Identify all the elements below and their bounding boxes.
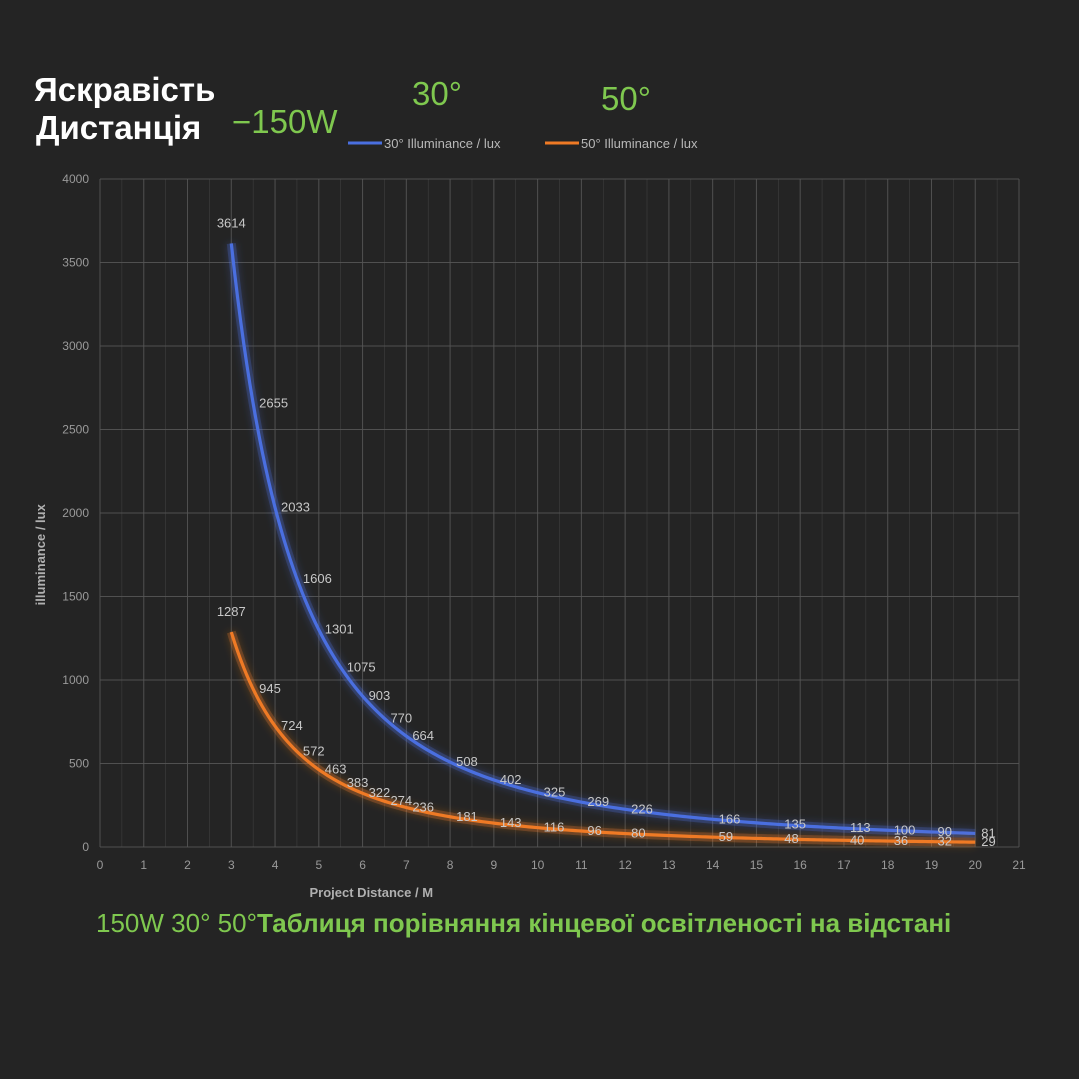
x-tick-label: 15 (750, 858, 764, 872)
data-label: 2655 (259, 396, 288, 411)
data-label: 383 (347, 775, 369, 790)
x-tick-label: 9 (491, 858, 498, 872)
data-label: 463 (325, 762, 347, 777)
y-axis-title: illuminance / lux (33, 503, 48, 605)
data-label: 1287 (217, 604, 246, 619)
x-tick-label: 21 (1012, 858, 1026, 872)
data-label: 1301 (325, 622, 354, 637)
y-tick-label: 0 (82, 840, 89, 854)
legend-label: 30° Illuminance / lux (384, 136, 501, 151)
x-tick-label: 18 (881, 858, 895, 872)
caption-title: Таблиця порівняння кінцевої освітленості… (257, 908, 952, 938)
series-line-50 (229, 631, 976, 844)
x-tick-label: 3 (228, 858, 235, 872)
data-label: 81 (981, 825, 995, 840)
data-label: 226 (631, 801, 653, 816)
data-label: 664 (412, 728, 434, 743)
legend: 30° Illuminance / lux 50° Illuminance / l… (348, 136, 698, 151)
x-tick-label: 14 (706, 858, 720, 872)
data-label: 2033 (281, 499, 310, 514)
x-tick-label: 10 (531, 858, 545, 872)
x-tick-label: 16 (794, 858, 808, 872)
data-label: 40 (850, 832, 864, 847)
data-label: 945 (259, 681, 281, 696)
data-label: 402 (500, 772, 522, 787)
data-label: 143 (500, 815, 522, 830)
x-tick-label: 12 (618, 858, 632, 872)
data-label: 1606 (303, 571, 332, 586)
data-label: 724 (281, 718, 303, 733)
x-axis-title: Project Distance / M (310, 885, 434, 900)
data-label: 236 (412, 800, 434, 815)
y-tick-label: 4000 (62, 172, 89, 186)
data-label: 508 (456, 754, 478, 769)
data-labels: 3614265520331606130110759037706645084023… (217, 215, 996, 849)
series-lines (226, 242, 976, 847)
y-tick-label: 2000 (62, 506, 89, 520)
series-line-30 (229, 243, 976, 836)
data-label: 100 (894, 822, 916, 837)
data-label: 36 (894, 833, 908, 848)
data-label: 116 (544, 820, 565, 835)
data-label: 1075 (347, 659, 376, 674)
x-tick-label: 0 (97, 858, 104, 872)
x-tick-label: 8 (447, 858, 454, 872)
y-tick-label: 2500 (62, 423, 89, 437)
x-tick-label: 4 (272, 858, 279, 872)
x-tick-label: 5 (315, 858, 322, 872)
data-label: 29 (981, 834, 995, 849)
data-label: 325 (544, 785, 566, 800)
x-tick-label: 13 (662, 858, 676, 872)
title-brightness: Яскравість (34, 71, 216, 108)
data-label: 96 (587, 823, 601, 838)
power-label: −150W (232, 103, 338, 140)
y-tick-label: 3500 (62, 256, 89, 270)
y-tick-label: 3000 (62, 339, 89, 353)
data-label: 274 (390, 793, 412, 808)
y-tick-label: 500 (69, 757, 89, 771)
data-label: 90 (937, 824, 951, 839)
data-label: 572 (303, 743, 325, 758)
data-label: 269 (587, 794, 609, 809)
x-tick-label: 20 (969, 858, 983, 872)
y-tick-label: 1000 (62, 673, 89, 687)
chart-caption: 150W 30° 50°Таблиця порівняння кінцевої … (96, 908, 951, 939)
x-tick-label: 6 (359, 858, 366, 872)
angle-30-label: 30° (412, 75, 462, 112)
angle-50-label: 50° (601, 80, 651, 117)
data-label: 3614 (217, 215, 246, 230)
legend-label: 50° Illuminance / lux (581, 136, 698, 151)
x-tick-label: 2 (184, 858, 191, 872)
caption-prefix: 150W 30° 50° (96, 908, 258, 938)
data-label: 181 (456, 809, 478, 824)
data-label: 770 (390, 710, 412, 725)
data-label: 48 (784, 831, 798, 846)
title-distance: Дистанція (36, 109, 202, 146)
data-label: 32 (937, 834, 951, 849)
x-tick-label: 7 (403, 858, 410, 872)
y-tick-label: 1500 (62, 590, 89, 604)
data-label: 80 (631, 826, 645, 841)
data-label: 59 (719, 829, 733, 844)
data-label: 322 (369, 785, 391, 800)
axes: 0 1 2 3 4 5 6 7 8 9 10 11 12 13 14 15 16 17 18 19 20 21050010… (33, 172, 1026, 900)
data-label: 903 (369, 688, 391, 703)
x-tick-label: 1 (140, 858, 147, 872)
x-tick-label: 11 (575, 858, 588, 872)
data-label: 166 (719, 811, 741, 826)
data-label: 135 (784, 816, 806, 831)
data-label: 113 (850, 820, 871, 835)
x-tick-label: 17 (837, 858, 851, 872)
x-tick-label: 19 (925, 858, 939, 872)
